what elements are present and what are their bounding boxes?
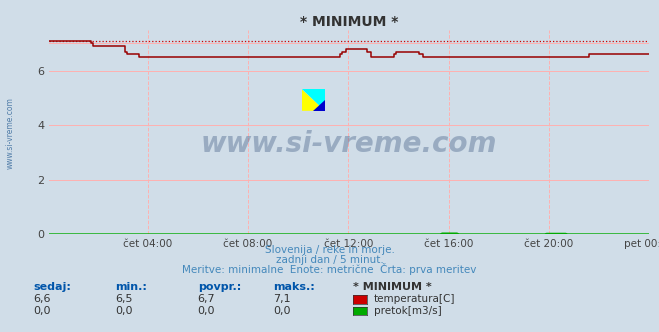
Text: pretok[m3/s]: pretok[m3/s] (374, 306, 442, 316)
Polygon shape (302, 89, 325, 111)
Text: 6,7: 6,7 (198, 294, 215, 304)
Text: 7,1: 7,1 (273, 294, 291, 304)
Text: Meritve: minimalne  Enote: metrične  Črta: prva meritev: Meritve: minimalne Enote: metrične Črta:… (183, 263, 476, 275)
Text: www.si-vreme.com: www.si-vreme.com (5, 97, 14, 169)
Text: zadnji dan / 5 minut.: zadnji dan / 5 minut. (275, 255, 384, 265)
Text: * MINIMUM *: * MINIMUM * (353, 283, 431, 292)
Text: povpr.:: povpr.: (198, 283, 241, 292)
Text: sedaj:: sedaj: (33, 283, 71, 292)
Polygon shape (302, 89, 325, 111)
Text: 0,0: 0,0 (198, 306, 215, 316)
Text: maks.:: maks.: (273, 283, 315, 292)
Text: Slovenija / reke in morje.: Slovenija / reke in morje. (264, 245, 395, 255)
Polygon shape (313, 100, 325, 111)
Text: 6,6: 6,6 (33, 294, 51, 304)
Title: * MINIMUM *: * MINIMUM * (300, 15, 399, 29)
Text: 0,0: 0,0 (115, 306, 133, 316)
Text: 6,5: 6,5 (115, 294, 133, 304)
Text: 0,0: 0,0 (33, 306, 51, 316)
Text: min.:: min.: (115, 283, 147, 292)
Text: temperatura[C]: temperatura[C] (374, 294, 455, 304)
Text: 0,0: 0,0 (273, 306, 291, 316)
Text: www.si-vreme.com: www.si-vreme.com (201, 130, 498, 158)
